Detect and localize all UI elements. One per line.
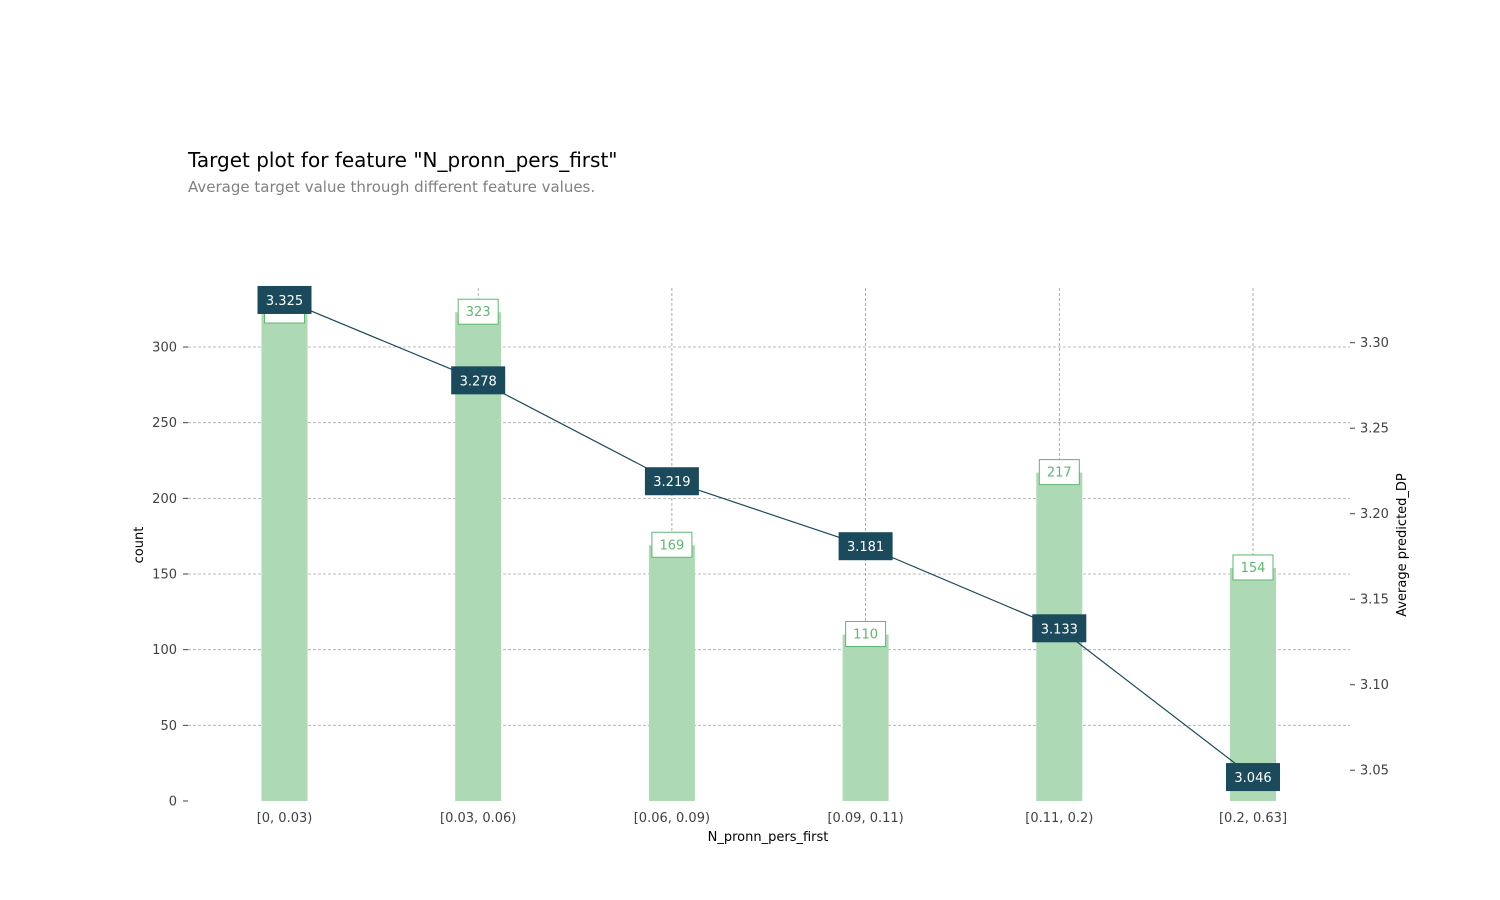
data-labels: 323 169 110 217 154 3.325 3.278 3.219 3.181 3.133… <box>257 285 1280 792</box>
count-label: 323 <box>466 305 491 320</box>
average-label-box <box>257 285 312 314</box>
y-tick-label-right: 3.20 <box>1360 507 1389 522</box>
count-label: 154 <box>1241 561 1266 576</box>
average-label: 3.325 <box>266 294 303 309</box>
count-label: 169 <box>659 538 684 553</box>
chart-title: Target plot for feature "N_pronn_pers_fi… <box>188 148 618 172</box>
grid-lines <box>188 288 1350 801</box>
chart-subtitle: Average target value through different f… <box>188 178 596 196</box>
average-label: 3.046 <box>1234 771 1271 786</box>
count-bar <box>648 545 695 801</box>
count-bar <box>842 634 889 801</box>
y-tick-label-right: 3.10 <box>1360 678 1389 693</box>
average-label-box <box>838 532 893 561</box>
count-bars <box>261 298 1276 801</box>
average-label-box <box>451 366 506 395</box>
count-label-box <box>1038 459 1080 486</box>
count-label: 217 <box>1047 466 1072 481</box>
y-tick-label-left: 200 <box>152 492 177 507</box>
y-tick-label-left: 0 <box>169 795 177 810</box>
y-tick-label-right: 3.30 <box>1360 336 1389 351</box>
axes: 0 50 100 150 200 250 300 3.05 3.10 3.15 3.20 3.25 3.… <box>132 336 1410 845</box>
count-label-box <box>845 621 887 648</box>
x-tick-label: [0.09, 0.11) <box>827 811 903 826</box>
y-tick-label-left: 150 <box>152 568 177 583</box>
count-bar <box>261 298 308 801</box>
average-label-box <box>1226 763 1280 792</box>
count-bar <box>1230 567 1276 801</box>
average-line <box>283 298 1255 779</box>
x-tick-label: [0.11, 0.2) <box>1025 811 1093 826</box>
average-label-box <box>1032 614 1087 643</box>
y-tick-label-right: 3.15 <box>1360 593 1389 608</box>
x-tick-label: [0.03, 0.06) <box>440 811 516 826</box>
count-label-box <box>1232 554 1274 581</box>
count-label-box <box>457 298 499 325</box>
average-label: 3.181 <box>847 540 884 555</box>
y-tick-label-right: 3.05 <box>1360 764 1389 779</box>
count-label-box <box>651 531 693 558</box>
y-tick-label-left: 50 <box>160 719 177 734</box>
y-axis-label-left: count <box>132 527 147 564</box>
average-label: 3.219 <box>653 475 690 490</box>
y-axis-label-right: Average predicted_DP <box>1395 473 1410 617</box>
count-label: 110 <box>853 628 878 643</box>
y-tick-label-left: 100 <box>152 643 177 658</box>
y-tick-label-right: 3.25 <box>1360 422 1389 437</box>
average-predicted-line <box>284 299 1254 778</box>
x-axis-label: N_pronn_pers_first <box>708 830 829 845</box>
x-tick-label: [0, 0.03) <box>257 811 313 826</box>
average-label-box <box>644 467 699 496</box>
x-tick-label: [0.06, 0.09) <box>634 811 710 826</box>
x-tick-label: [0.2, 0.63] <box>1219 811 1287 826</box>
y-tick-label-left: 300 <box>152 341 177 356</box>
average-label: 3.133 <box>1041 622 1078 637</box>
average-label: 3.278 <box>460 374 497 389</box>
y-tick-label-left: 250 <box>152 416 177 431</box>
